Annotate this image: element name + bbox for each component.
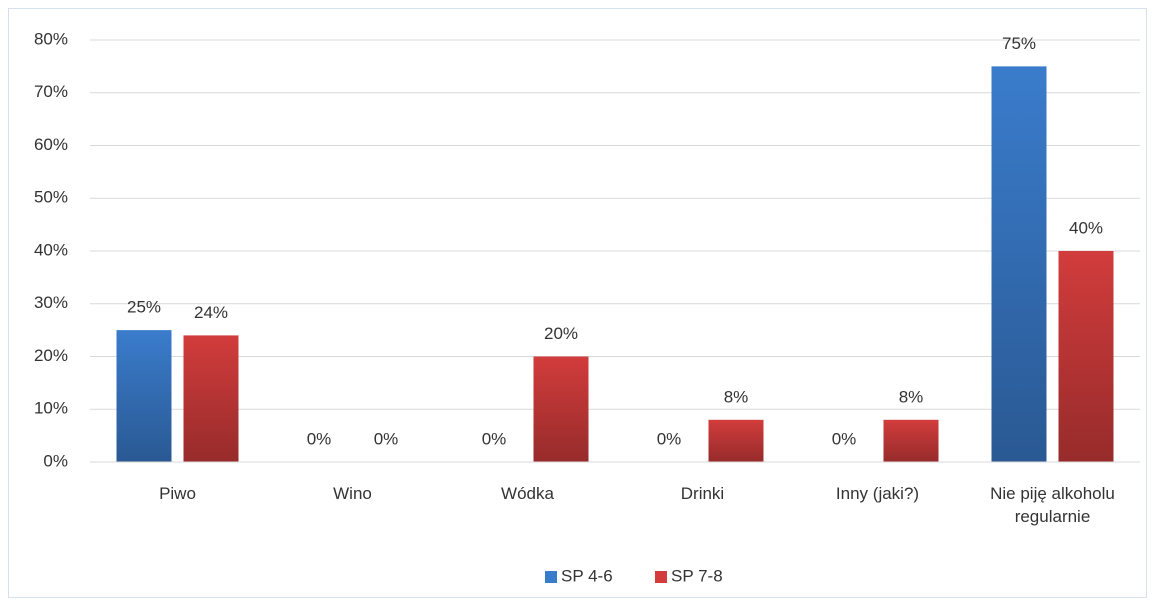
y-tick-label: 40%: [34, 240, 68, 259]
legend-swatch: [545, 571, 557, 583]
x-tick-label: Nie piję alkoholu regularnie: [990, 484, 1115, 526]
y-tick-label: 50%: [34, 188, 68, 207]
x-tick-label: Wino: [333, 484, 372, 503]
y-tick-label: 30%: [34, 293, 68, 312]
data-label: 0%: [307, 429, 332, 448]
x-tick-label: Inny (jaki?): [835, 484, 920, 503]
data-label: 0%: [374, 429, 399, 448]
legend-swatch: [655, 571, 667, 583]
data-label: 20%: [544, 324, 578, 343]
data-label: 24%: [194, 303, 228, 322]
data-label: 40%: [1069, 218, 1103, 237]
bar: [1058, 251, 1114, 462]
bar: [116, 330, 172, 462]
y-tick-label: 20%: [34, 346, 68, 365]
data-label: 75%: [1002, 34, 1036, 53]
data-label: 8%: [899, 387, 924, 406]
legend-label: SP 4-6: [561, 566, 613, 585]
data-label: 0%: [657, 429, 682, 448]
y-tick-label: 80%: [34, 29, 68, 48]
data-label: 0%: [482, 429, 507, 448]
x-tick-label: Wódka: [501, 484, 554, 503]
y-tick-label: 0%: [43, 451, 68, 470]
y-tick-label: 60%: [34, 135, 68, 154]
x-tick-label: Piwo: [159, 484, 196, 503]
data-label: 0%: [832, 429, 857, 448]
bar: [708, 419, 764, 462]
bar: [533, 356, 589, 462]
legend-label: SP 7-8: [671, 566, 723, 585]
data-label: 8%: [724, 387, 749, 406]
bar: [183, 335, 239, 462]
bar: [883, 419, 939, 462]
y-tick-label: 70%: [34, 82, 68, 101]
data-label: 25%: [127, 298, 161, 317]
chart-border: [8, 8, 1147, 598]
bar: [991, 66, 1047, 462]
x-tick-label: Drinki: [680, 484, 725, 503]
y-tick-label: 10%: [34, 399, 68, 418]
